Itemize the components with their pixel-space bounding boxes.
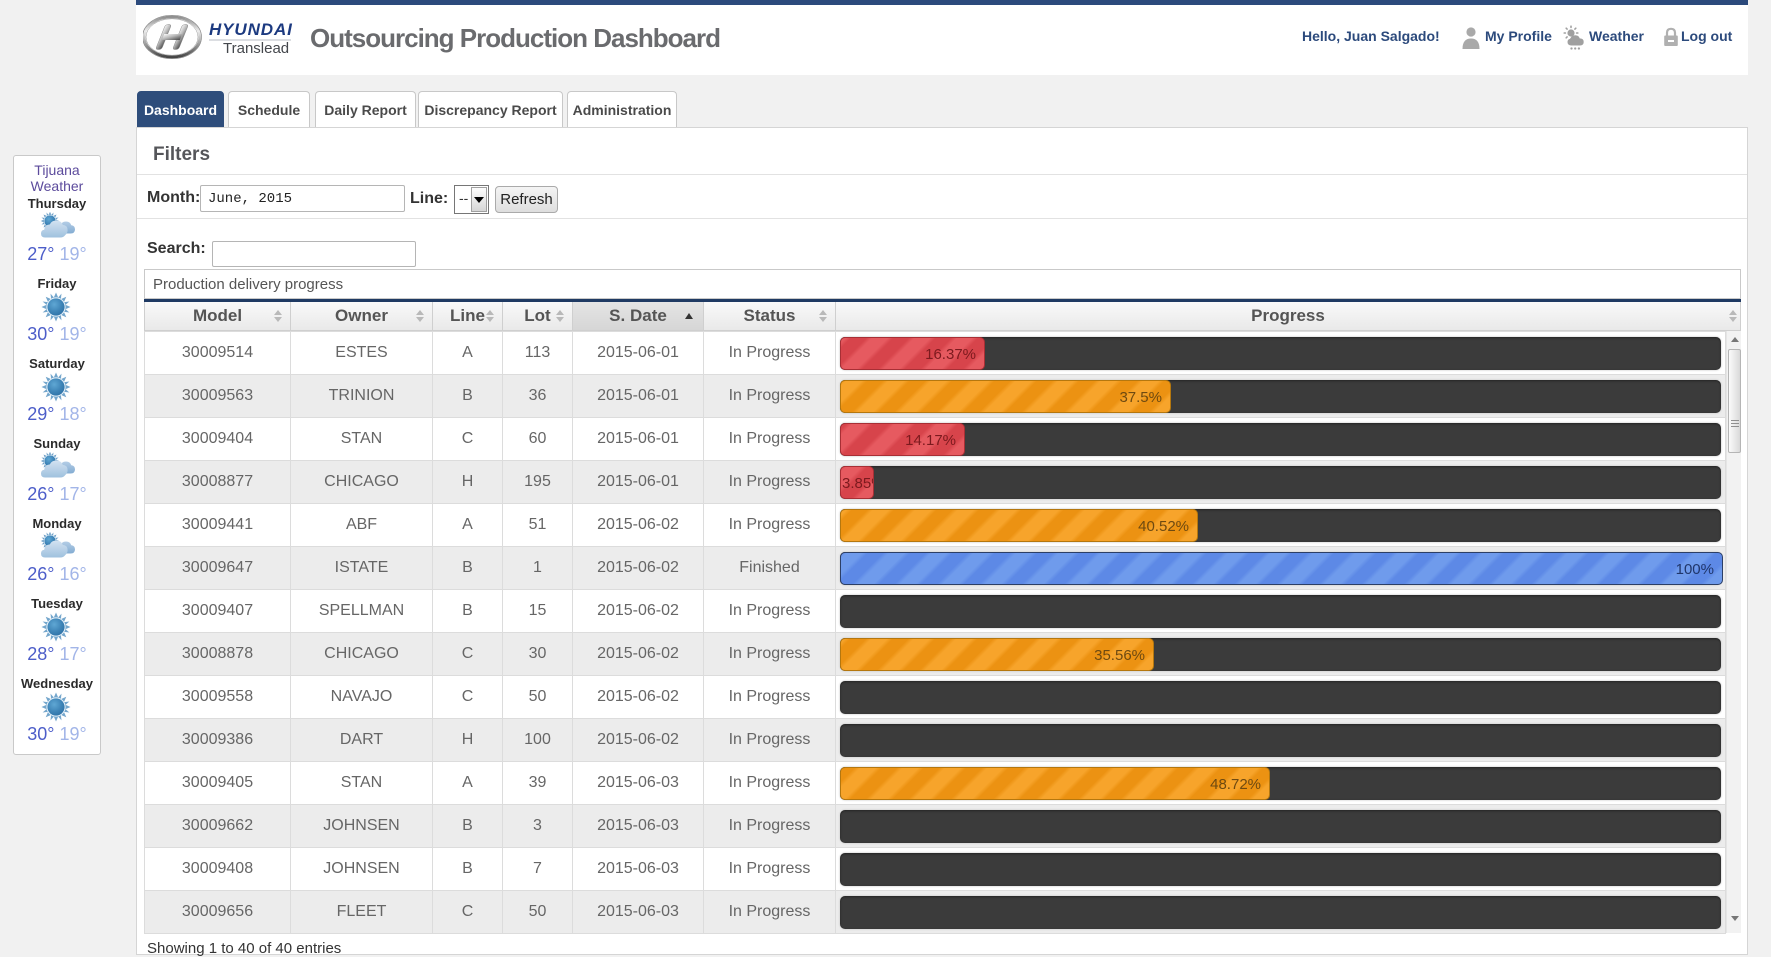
svg-text:HYUNDAI: HYUNDAI <box>209 20 293 39</box>
svg-text:Translead: Translead <box>223 40 289 57</box>
